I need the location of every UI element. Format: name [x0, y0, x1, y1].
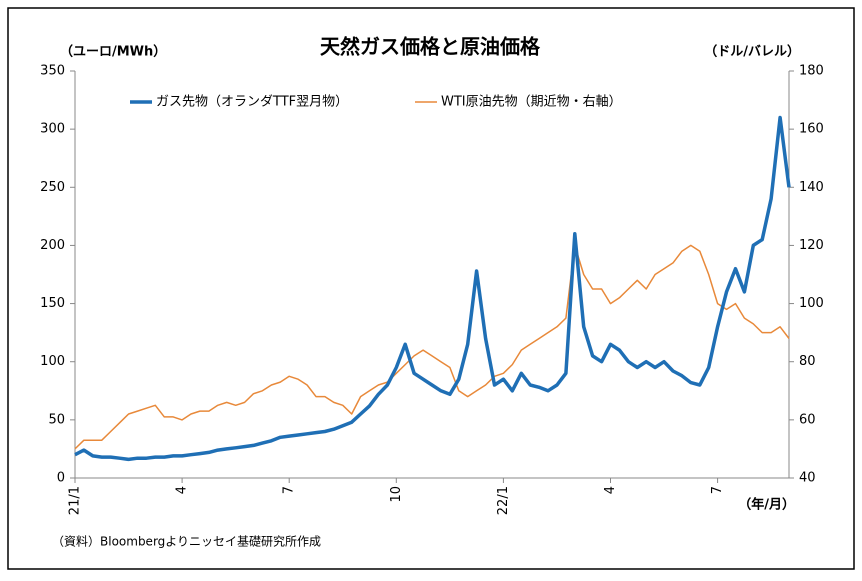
- y-tick-label: 350: [40, 64, 65, 79]
- legend-label: WTI原油先物（期近物・右軸）: [441, 95, 622, 110]
- y-axis-label: （ユーロ/MWh）: [60, 44, 166, 60]
- y2-tick-label: 180: [799, 64, 824, 79]
- y2-axis-label: （ドル/バレル）: [704, 44, 800, 60]
- x-tick-label: 7: [710, 486, 725, 494]
- y2-tick-label: 60: [799, 412, 816, 427]
- x-tick-label: 7: [282, 486, 297, 494]
- chart-title: 天然ガス価格と原油価格: [320, 35, 541, 59]
- y2-tick-label: 120: [799, 238, 824, 253]
- y2-tick-label: 80: [799, 354, 816, 369]
- y2-tick-label: 160: [799, 122, 824, 137]
- y-tick-label: 100: [40, 354, 65, 369]
- y2-tick-label: 40: [799, 471, 816, 486]
- y2-tick-label: 100: [799, 296, 824, 311]
- y-tick-label: 250: [40, 180, 65, 195]
- line-series: [74, 115, 791, 462]
- legend-label: ガス先物（オランダTTF翌月物）: [156, 95, 348, 110]
- x-tick-label: 22/1: [496, 486, 511, 515]
- y-tick-label: 50: [48, 412, 65, 427]
- frame: [7, 7, 855, 570]
- x-axis-label: （年/月）: [738, 497, 795, 513]
- x-tick-label: 10: [389, 486, 404, 503]
- x-tick-label: 21/1: [68, 486, 83, 515]
- x-tick-label: 4: [175, 486, 190, 494]
- x-tick-label: 4: [603, 486, 618, 494]
- source-note: （資料）Bloombergよりニッセイ基礎研究所作成: [52, 534, 321, 549]
- y-tick-label: 200: [40, 238, 65, 253]
- y-tick-label: 300: [40, 122, 65, 137]
- y-tick-label: 150: [40, 296, 65, 311]
- line-series: [74, 244, 790, 450]
- y2-tick-label: 140: [799, 180, 824, 195]
- y-tick-label: 0: [57, 471, 65, 486]
